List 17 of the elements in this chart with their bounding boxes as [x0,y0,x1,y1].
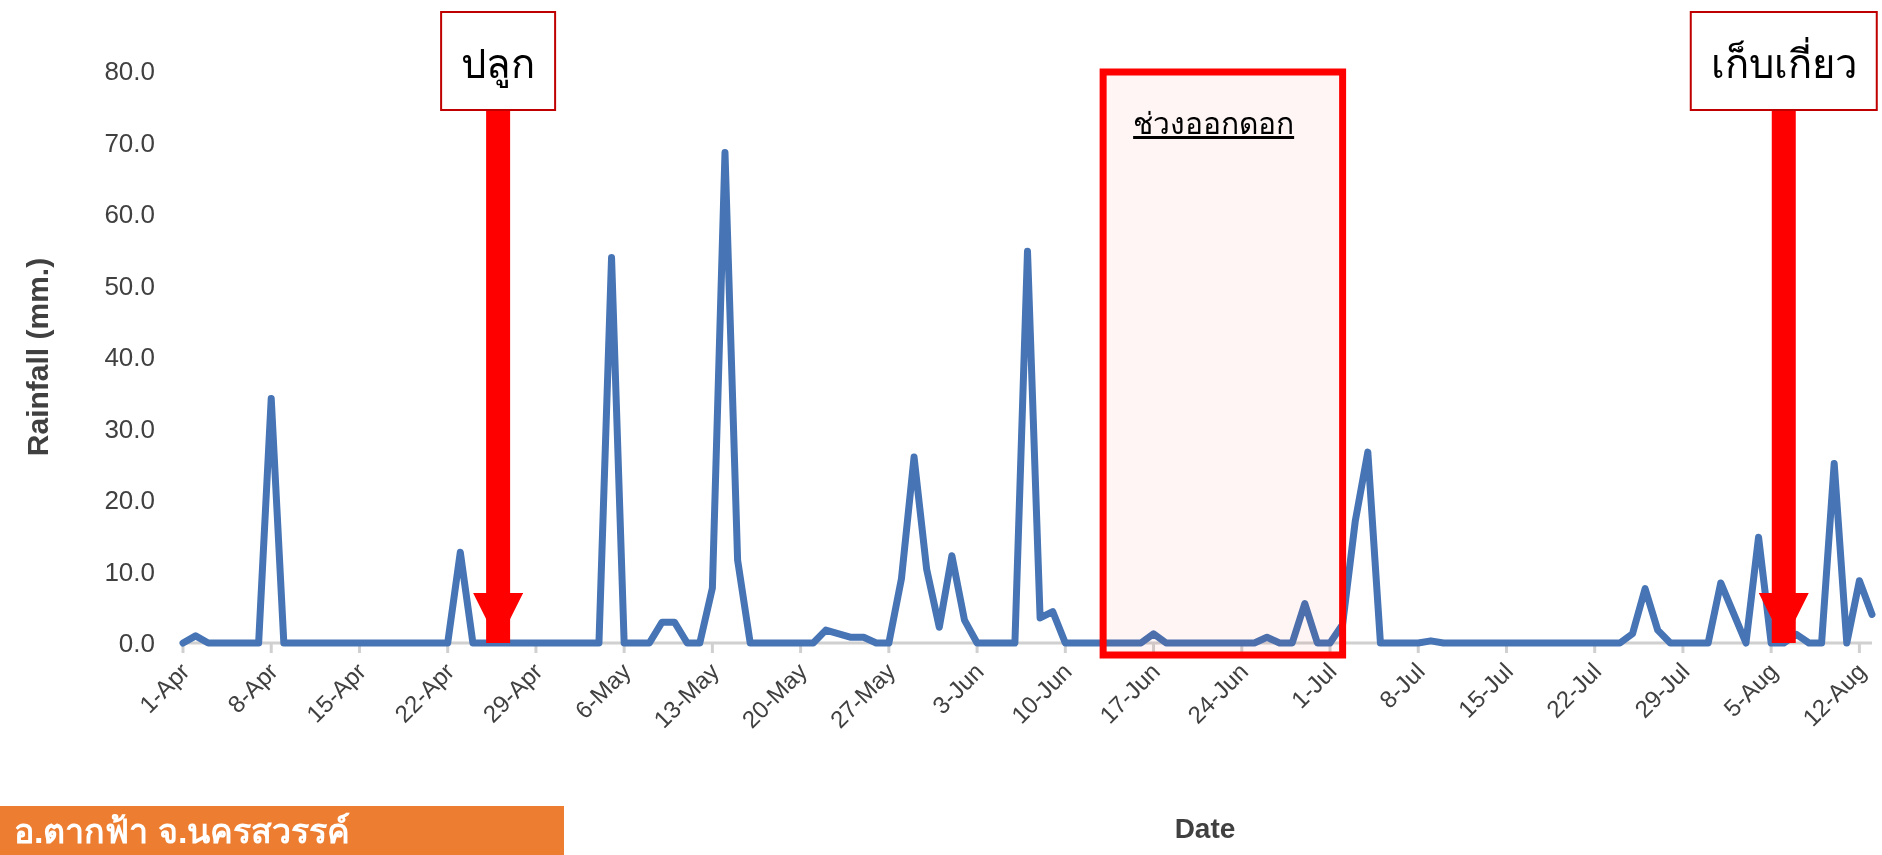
y-tick-label: 20.0 [104,485,155,515]
band-label: ช่วงออกดอก [1133,107,1295,140]
y-tick-label: 50.0 [104,270,155,301]
y-tick-label: 30.0 [104,413,155,444]
y-axis-title: Rainfall (mm.) [21,257,54,457]
annotation: ปลูก [461,42,536,88]
text: อ.ตากฟ้า จ.นครสวรรค์ [14,812,351,850]
y-tick-label: 60.0 [104,199,155,229]
y-tick-label: 0.0 [118,628,155,658]
y-tick-label: 70.0 [104,127,155,158]
x-axis-title: Date [1174,813,1236,844]
y-tick-label: 40.0 [104,342,155,372]
y-tick-label: 10.0 [104,556,155,587]
annotation: เก็บเกี่ยว [1689,11,1878,643]
annotation: เก็บเกี่ยว [1710,37,1857,86]
y-tick-label: 80.0 [104,56,155,86]
annotation: ปลูก [440,11,557,643]
